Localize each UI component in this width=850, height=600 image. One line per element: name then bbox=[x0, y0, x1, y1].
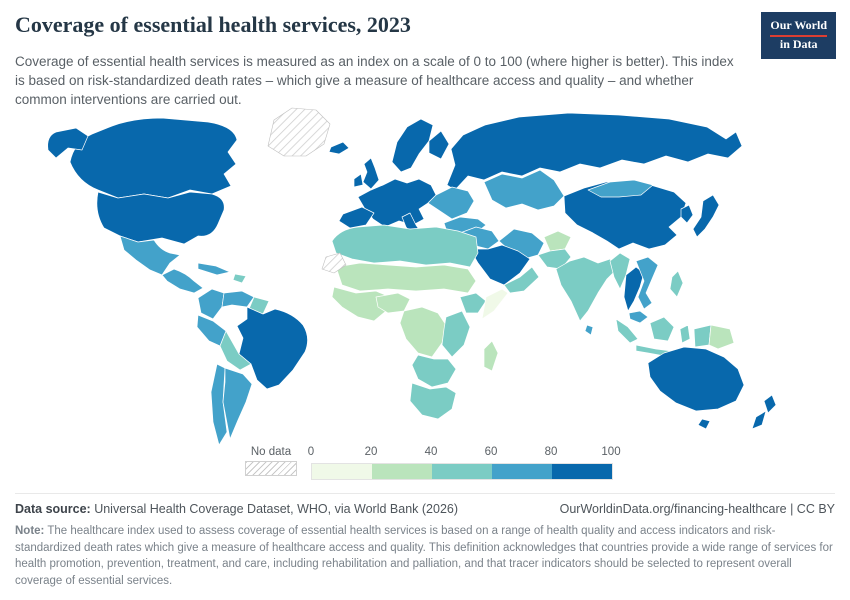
world-choropleth-map bbox=[40, 102, 810, 450]
data-source-label: Data source: bbox=[15, 502, 91, 516]
map-region-central-africa[interactable] bbox=[399, 306, 447, 358]
legend-tick-60: 60 bbox=[484, 446, 498, 458]
legend-tick-100: 100 bbox=[601, 446, 621, 458]
legend-tick-0: 0 bbox=[307, 446, 315, 458]
map-region-sri-lanka[interactable] bbox=[584, 324, 594, 336]
map-region-canada[interactable] bbox=[69, 117, 238, 199]
map-region-central-america[interactable] bbox=[161, 268, 204, 294]
map-region-southern-africa[interactable] bbox=[409, 382, 457, 420]
map-region-usa[interactable] bbox=[96, 191, 225, 245]
map-region-eastern-europe[interactable] bbox=[427, 186, 475, 220]
map-region-cuba[interactable] bbox=[197, 262, 231, 276]
map-region-madagascar[interactable] bbox=[483, 340, 499, 372]
map-region-malaysia[interactable] bbox=[628, 310, 649, 324]
map-region-tasmania[interactable] bbox=[697, 418, 711, 430]
legend-color-bar bbox=[311, 463, 613, 480]
map-region-pakistan[interactable] bbox=[537, 248, 572, 270]
map-region-saudi[interactable] bbox=[469, 244, 531, 286]
owid-logo[interactable]: Our World in Data bbox=[761, 12, 836, 60]
footnote-label: Note: bbox=[15, 525, 45, 537]
map-region-sahel[interactable] bbox=[335, 262, 477, 294]
legend-tick-80: 80 bbox=[544, 446, 558, 458]
page-title: Coverage of essential health services, 2… bbox=[15, 12, 411, 37]
map-region-russia[interactable] bbox=[446, 112, 743, 191]
map-region-argentina[interactable] bbox=[222, 367, 253, 440]
map-region-venezuela[interactable] bbox=[221, 290, 255, 308]
map-region-philippines[interactable] bbox=[669, 270, 684, 298]
map-region-thailand[interactable] bbox=[623, 266, 645, 312]
legend-no-data-label: No data bbox=[250, 446, 292, 458]
legend-band-20-40[interactable] bbox=[372, 464, 432, 479]
legend-band-40-60[interactable] bbox=[432, 464, 492, 479]
map-region-mexico[interactable] bbox=[119, 235, 181, 276]
map-region-somalia[interactable] bbox=[481, 288, 509, 320]
map-region-scandinavia[interactable] bbox=[391, 118, 434, 173]
data-source-text: Data source: Universal Health Coverage D… bbox=[15, 502, 459, 516]
legend-tick-20: 20 bbox=[364, 446, 378, 458]
map-region-alaska[interactable] bbox=[47, 127, 89, 159]
map-region-korea[interactable] bbox=[680, 204, 694, 224]
owid-logo-line2: in Data bbox=[779, 36, 818, 51]
map-region-japan[interactable] bbox=[692, 194, 720, 238]
map-region-india[interactable] bbox=[555, 256, 618, 322]
map-region-iberia[interactable] bbox=[338, 206, 375, 229]
map-region-central-asia[interactable] bbox=[483, 169, 565, 211]
map-region-bolivia[interactable] bbox=[219, 330, 252, 371]
map-region-north-africa[interactable] bbox=[331, 224, 479, 268]
map-legend: No data 0 20 40 60 80 100 bbox=[245, 446, 621, 480]
map-region-colombia[interactable] bbox=[197, 288, 225, 320]
map-region-australia[interactable] bbox=[647, 346, 745, 412]
map-region-finland[interactable] bbox=[428, 130, 450, 160]
footnote: Note: The healthcare index used to asses… bbox=[15, 525, 833, 588]
map-region-ireland[interactable] bbox=[353, 173, 364, 188]
canonical-url-link[interactable]: OurWorldinData.org/financing-healthcare … bbox=[559, 502, 835, 516]
map-region-west-africa[interactable] bbox=[331, 286, 391, 322]
owid-logo-line1: Our World bbox=[770, 18, 827, 37]
legend-color-scale: 0 20 40 60 80 100 bbox=[307, 446, 621, 480]
map-region-western-sahara[interactable] bbox=[321, 252, 347, 274]
legend-band-0-20[interactable] bbox=[312, 464, 372, 479]
map-region-yemen-oman[interactable] bbox=[503, 266, 540, 294]
map-region-greenland[interactable] bbox=[267, 107, 331, 157]
map-region-brazil[interactable] bbox=[236, 306, 308, 390]
legend-no-data-swatch[interactable] bbox=[245, 461, 297, 476]
legend-tick-40: 40 bbox=[424, 446, 438, 458]
map-region-afghanistan[interactable] bbox=[543, 230, 572, 252]
map-region-mongolia[interactable] bbox=[587, 179, 654, 198]
map-region-east-africa[interactable] bbox=[441, 310, 471, 358]
chart-footer: Data source: Universal Health Coverage D… bbox=[15, 493, 835, 590]
map-region-new-zealand[interactable] bbox=[751, 394, 777, 430]
map-region-papua-new-guinea[interactable] bbox=[708, 324, 735, 350]
chart-subtitle: Coverage of essential health services is… bbox=[15, 54, 734, 108]
map-region-angola-zambia[interactable] bbox=[411, 354, 457, 388]
legend-band-80-100[interactable] bbox=[552, 464, 612, 479]
map-region-ethiopia[interactable] bbox=[459, 292, 487, 314]
legend-no-data: No data bbox=[245, 446, 297, 480]
legend-band-60-80[interactable] bbox=[492, 464, 552, 479]
map-region-uk[interactable] bbox=[362, 157, 380, 190]
map-region-hispaniola[interactable] bbox=[232, 273, 247, 284]
map-region-iceland[interactable] bbox=[328, 141, 350, 155]
map-region-indochina[interactable] bbox=[635, 256, 659, 310]
